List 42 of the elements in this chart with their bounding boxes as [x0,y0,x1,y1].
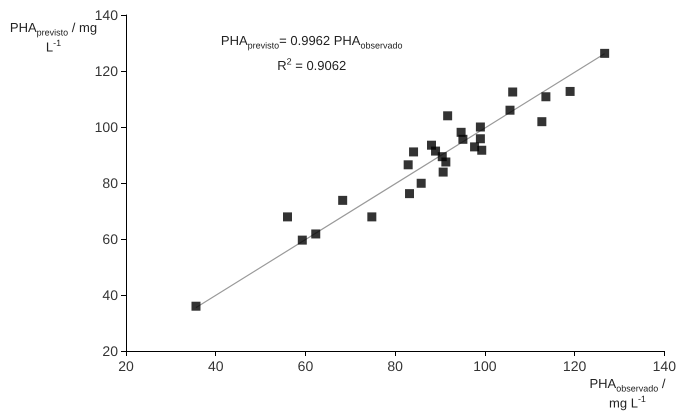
x-tick-label: 120 [562,358,586,374]
y-tick-label: 120 [94,63,118,79]
y-tick-label: 20 [102,343,118,359]
point [416,178,426,188]
point [404,160,413,170]
point [367,212,376,222]
point [541,92,550,102]
y-tick-label: 80 [102,175,118,191]
point [476,134,485,144]
point [405,189,414,198]
x-tick-label: 140 [652,358,676,374]
point [438,168,448,177]
y-tick-label: 140 [94,7,118,23]
text: PHA$_{observado}$ / mg L$^{-1}$ [590,376,666,411]
point [537,117,546,126]
point [477,146,486,155]
point [282,212,292,222]
text: PHA$_{previsto}$ / mg L$^{-1}$ [10,20,98,55]
point [506,106,514,115]
x-tick-label: 100 [473,358,497,374]
annotation: PHA$_{previsto}$= 0.9962 PHA$_{observado}$ [220,32,403,52]
point [600,48,610,58]
point [191,302,200,311]
point [458,134,468,144]
x-tick-label: 40 [208,358,224,374]
point [409,147,418,156]
annotation: R$^{2}$ = 0.9062 [277,56,346,74]
point [566,86,575,96]
point [476,122,485,132]
point [431,146,440,156]
x-tick-label: 80 [387,358,404,374]
y-tick-label: 100 [94,119,118,135]
point [298,236,307,245]
point [441,158,450,166]
x-tick-label: 60 [298,358,314,374]
point [508,88,518,96]
y-tick-label: 60 [102,231,118,247]
point [443,111,452,120]
x-tick-label: 20 [118,358,134,374]
point [338,196,348,205]
point [311,229,320,238]
y-tick-label: 40 [102,287,118,303]
